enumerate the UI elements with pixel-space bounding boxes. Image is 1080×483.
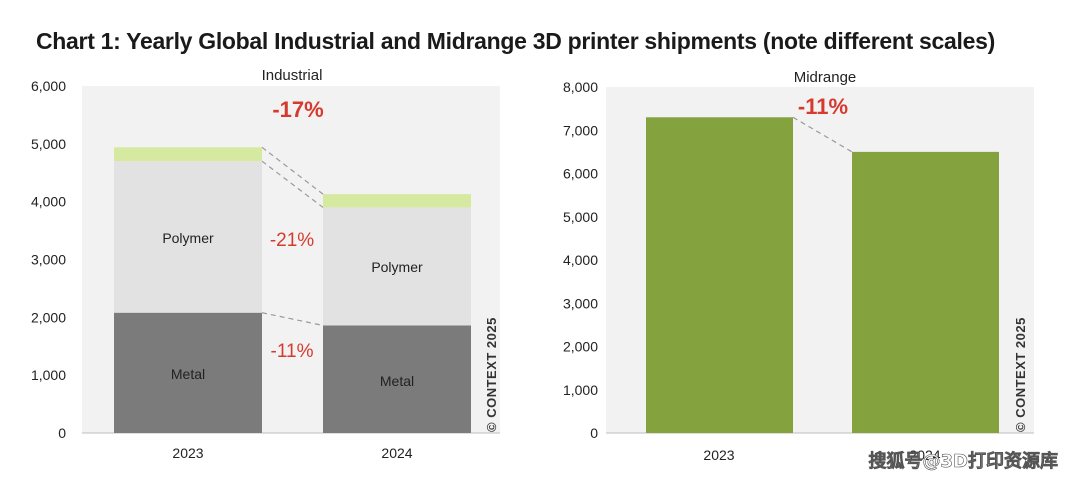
segment-label-metal-2023: Metal (171, 366, 205, 382)
bar-segment-polymer-2023 (114, 161, 262, 313)
industrial-y-tick: 2,000 (31, 309, 66, 325)
industrial-subtitle: Industrial (262, 67, 323, 84)
connector-total (261, 146, 324, 195)
midrange-y-tick: 7,000 (563, 122, 598, 138)
midrange-total-change: -11% (798, 94, 848, 119)
bar-midrange-2024 (852, 151, 999, 433)
midrange-subtitle: Midrange (794, 69, 857, 86)
bar-segment-polymer-2024 (323, 207, 471, 326)
midrange-y-tick: 1,000 (563, 382, 598, 398)
segment-label-polymer-2024: Polymer (371, 259, 423, 275)
midrange-y-tick: 3,000 (563, 295, 598, 311)
polymer-change: -21% (270, 230, 314, 251)
industrial-y-tick: 3,000 (31, 252, 66, 268)
midrange-y-tick: 4,000 (563, 252, 598, 268)
industrial-category-2023: 2023 (172, 445, 203, 461)
midrange-y-tick: 2,000 (563, 339, 598, 355)
industrial-y-tick: 4,000 (31, 194, 66, 210)
bar-segment-other-2024 (323, 194, 471, 208)
bar-segment-other-2023 (114, 147, 262, 162)
connector-polymer (261, 160, 324, 208)
watermark: 搜狐号@3D打印资源库 (869, 450, 1058, 472)
connector-midrange (792, 116, 853, 153)
change-connectors (261, 116, 853, 327)
industrial-total-change: -17% (272, 97, 323, 122)
chart-title: Chart 1: Yearly Global Industrial and Mi… (36, 28, 995, 54)
industrial-y-tick: 5,000 (31, 136, 66, 152)
bar-segment-metal-2024 (323, 325, 471, 433)
midrange-y-tick: 8,000 (563, 79, 598, 95)
midrange-category-2023: 2023 (703, 447, 734, 463)
connector-metal (261, 312, 324, 327)
segment-label-polymer-2023: Polymer (162, 230, 214, 246)
midrange-copyright: © CONTEXT 2025 (1013, 317, 1028, 432)
midrange-y-tick: 6,000 (563, 166, 598, 182)
midrange-bars (646, 117, 999, 434)
industrial-y-tick: 0 (58, 425, 66, 441)
bar-midrange-2023 (646, 117, 793, 434)
midrange-category-2024: 2024 (909, 447, 940, 463)
industrial-y-tick: 1,000 (31, 367, 66, 383)
industrial-category-2024: 2024 (381, 445, 412, 461)
industrial-y-tick: 6,000 (31, 78, 66, 94)
industrial-y-ticks: 0 1,000 2,000 3,000 4,000 5,000 6,000 (31, 78, 66, 441)
industrial-bars (114, 147, 471, 433)
industrial-copyright: © CONTEXT 2025 (484, 317, 499, 432)
midrange-y-tick: 0 (590, 425, 598, 441)
metal-change: -11% (271, 341, 314, 362)
midrange-y-ticks: 0 1,000 2,000 3,000 4,000 5,000 6,000 7,000 8,00… (563, 79, 598, 441)
midrange-y-tick: 5,000 (563, 209, 598, 225)
bar-segment-metal-2023 (114, 312, 262, 433)
segment-label-metal-2024: Metal (380, 373, 414, 389)
